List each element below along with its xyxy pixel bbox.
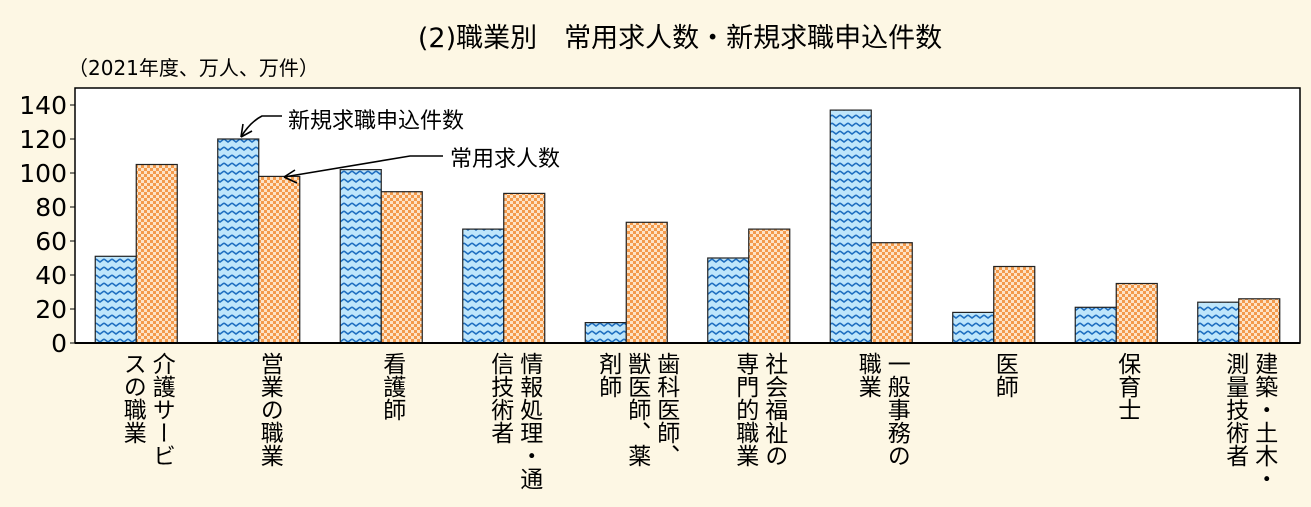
arrowhead	[283, 169, 298, 184]
x-category-line: 歯科医師、	[652, 352, 679, 467]
x-category-line: 情報処理・通	[515, 352, 542, 490]
bar-applications	[829, 109, 872, 344]
bar-applications	[217, 138, 260, 344]
annotation-arrow-openings	[283, 155, 443, 178]
bar-job-openings	[380, 191, 423, 344]
x-category-label: 建築・土木・ 測量技術者	[1220, 352, 1278, 490]
x-category-label: 一般事務の 職業	[852, 352, 910, 467]
bar-job-openings	[258, 175, 301, 344]
y-tick-label: 140	[19, 91, 67, 120]
arrowhead	[240, 123, 253, 138]
x-category-line: 看護師	[378, 352, 405, 421]
annotation-applications: 新規求職申込件数	[288, 109, 464, 134]
bar-applications	[339, 169, 382, 344]
x-category-line: 職業	[854, 352, 881, 398]
bar-job-openings	[748, 228, 791, 344]
x-category-line: 専門的職業	[731, 352, 758, 467]
bar-job-openings	[1238, 298, 1281, 344]
bar-job-openings	[870, 242, 913, 344]
y-tick-label: 40	[35, 261, 67, 290]
x-category-line: 営業の職業	[256, 352, 283, 467]
y-tick-label: 60	[35, 227, 67, 256]
annotation-openings: 常用求人数	[450, 147, 560, 172]
x-category-line: 保育士	[1113, 352, 1140, 421]
bar-applications	[707, 257, 750, 344]
x-category-label: 看護師	[377, 352, 406, 421]
y-tick-label: 100	[19, 159, 67, 188]
x-category-line: 建築・土木・	[1250, 352, 1277, 490]
y-tick-label: 120	[19, 125, 67, 154]
x-category-label: 医師	[989, 352, 1018, 398]
bar-job-openings	[1115, 282, 1158, 344]
x-category-line: 医師	[991, 352, 1018, 398]
chart-title: (2)職業別 常用求人数・新規求職申込件数	[417, 23, 943, 54]
x-category-line: 獣医師、薬	[623, 352, 650, 467]
x-category-line: スの職業	[119, 352, 146, 444]
x-category-label: 保育士	[1112, 352, 1141, 421]
x-category-line: 社会福祉の	[760, 352, 787, 467]
x-category-line: 介護サービ	[148, 352, 175, 467]
bar-job-openings	[503, 192, 546, 344]
x-category-label: 社会福祉の 専門的職業	[730, 352, 788, 467]
x-category-line: 信技術者	[486, 352, 513, 444]
bar-applications	[952, 311, 995, 344]
x-category-line: 測量技術者	[1221, 352, 1248, 467]
y-tick-label: 0	[51, 329, 67, 358]
bar-applications	[462, 228, 505, 344]
y-tick-label: 20	[35, 295, 67, 324]
x-category-line: 一般事務の	[883, 352, 910, 467]
x-category-line: 剤師	[594, 352, 621, 398]
bar-job-openings	[135, 163, 178, 344]
x-category-label: 営業の職業	[254, 352, 283, 467]
bar-job-openings	[993, 265, 1036, 344]
units-label: （2021年度、万人、万件）	[68, 56, 319, 80]
bar-applications	[1074, 306, 1117, 344]
bar-applications	[1197, 301, 1240, 344]
bar-applications	[584, 322, 627, 344]
x-category-label: 歯科医師、 獣医師、薬 剤師	[593, 352, 680, 467]
bar-job-openings	[625, 221, 668, 344]
annotation-arrow-applications	[240, 115, 282, 138]
x-category-label: 情報処理・通 信技術者	[485, 352, 543, 490]
y-tick-label: 80	[35, 193, 67, 222]
bar-applications	[94, 255, 137, 344]
x-category-label: 介護サービ スの職業	[117, 352, 175, 467]
